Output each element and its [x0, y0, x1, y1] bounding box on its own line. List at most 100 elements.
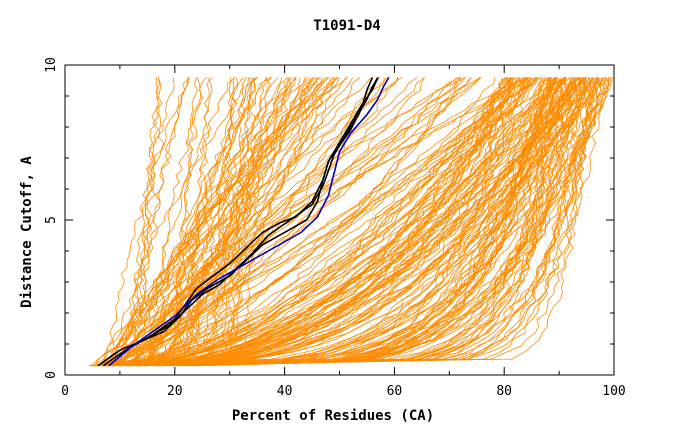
background-model-line	[139, 77, 539, 367]
y-tick-label: 5	[44, 216, 59, 224]
x-tick-label: 100	[602, 384, 625, 399]
background-model-line	[104, 77, 519, 367]
background-model-line	[102, 77, 612, 367]
background-model-line	[137, 77, 546, 367]
background-model-line	[241, 77, 271, 366]
background-model-line	[132, 77, 549, 367]
background-model-line	[161, 77, 565, 367]
background-model-line	[136, 77, 580, 367]
background-model-line	[146, 77, 553, 367]
highlight-model-line	[108, 76, 390, 367]
highlight-model-line	[108, 77, 379, 367]
background-model-line	[152, 77, 579, 367]
background-model-line	[180, 77, 581, 367]
background-model-line	[146, 77, 236, 366]
background-model-line	[101, 77, 571, 367]
background-model-line	[90, 77, 600, 367]
background-model-line	[109, 77, 612, 367]
background-model-line	[94, 77, 567, 367]
background-model-lines	[89, 77, 614, 367]
background-model-line	[129, 77, 297, 366]
background-model-line	[112, 77, 532, 367]
x-tick-label: 80	[496, 384, 512, 399]
background-model-line	[122, 77, 588, 367]
background-model-line	[158, 77, 583, 367]
background-model-line	[194, 77, 586, 367]
background-model-line	[98, 77, 584, 367]
background-model-line	[136, 77, 536, 367]
background-model-line	[107, 77, 570, 367]
background-model-line	[106, 77, 190, 366]
background-model-line	[224, 77, 333, 366]
background-model-line	[133, 77, 399, 366]
background-model-line	[117, 77, 508, 367]
background-model-line	[135, 77, 306, 366]
background-model-line	[117, 77, 600, 367]
background-model-line	[111, 77, 539, 367]
background-model-line	[221, 77, 248, 366]
axis-tick-labels: 0 20 40 60 80 100 0 5 10	[44, 57, 626, 399]
background-model-line	[123, 77, 160, 366]
highlight-model-lines	[97, 76, 390, 367]
background-model-line	[135, 77, 466, 367]
background-model-line	[127, 77, 509, 367]
background-model-line	[117, 77, 482, 367]
background-model-line	[132, 77, 542, 367]
background-model-line	[138, 77, 562, 367]
background-model-line	[116, 77, 339, 366]
background-model-line	[96, 77, 573, 367]
y-axis-title: Distance Cutoff, A	[19, 156, 35, 308]
x-tick-label: 60	[387, 384, 403, 399]
background-model-line	[139, 77, 244, 366]
background-model-line	[140, 77, 506, 367]
background-model-line	[114, 77, 258, 367]
y-tick-label: 10	[44, 57, 59, 73]
background-model-line	[93, 77, 509, 367]
chart-title: T1091-D4	[313, 18, 380, 34]
background-model-line	[143, 77, 504, 367]
axis-ticks	[64, 64, 615, 376]
background-model-line	[161, 77, 314, 366]
background-model-line	[140, 77, 514, 367]
background-model-line	[181, 77, 567, 367]
background-model-line	[112, 77, 526, 367]
background-model-line	[174, 77, 202, 366]
highlight-model-line	[102, 76, 379, 367]
background-model-line	[110, 77, 556, 367]
background-model-line	[104, 77, 529, 366]
background-model-line	[99, 77, 526, 367]
background-model-line	[129, 77, 551, 367]
background-model-line	[131, 77, 175, 366]
background-model-line	[157, 77, 323, 366]
background-model-line	[135, 77, 361, 366]
background-model-line	[104, 77, 567, 367]
background-model-line	[112, 77, 249, 366]
background-model-line	[134, 77, 538, 366]
background-model-line	[110, 77, 403, 366]
background-model-line	[143, 77, 586, 367]
background-model-line	[141, 77, 516, 367]
highlight-model-line	[97, 77, 374, 367]
background-model-line	[145, 77, 329, 366]
background-model-line	[96, 77, 565, 367]
background-model-line	[114, 77, 458, 366]
background-model-line	[101, 77, 381, 367]
background-model-line	[94, 77, 577, 367]
background-model-line	[134, 77, 512, 367]
background-model-line	[184, 77, 327, 366]
background-model-line	[156, 77, 593, 367]
background-model-line	[233, 77, 268, 366]
y-tick-label: 0	[44, 371, 59, 379]
background-model-line	[123, 77, 595, 367]
background-model-line	[138, 77, 606, 367]
background-model-line	[199, 77, 611, 367]
x-tick-label: 40	[277, 384, 293, 399]
x-axis-title: Percent of Residues (CA)	[232, 408, 434, 424]
background-model-line	[113, 77, 552, 367]
background-model-line	[111, 77, 279, 366]
background-model-line	[199, 77, 600, 367]
background-model-line	[165, 77, 603, 367]
background-model-line	[182, 77, 579, 367]
background-model-line	[157, 77, 614, 367]
